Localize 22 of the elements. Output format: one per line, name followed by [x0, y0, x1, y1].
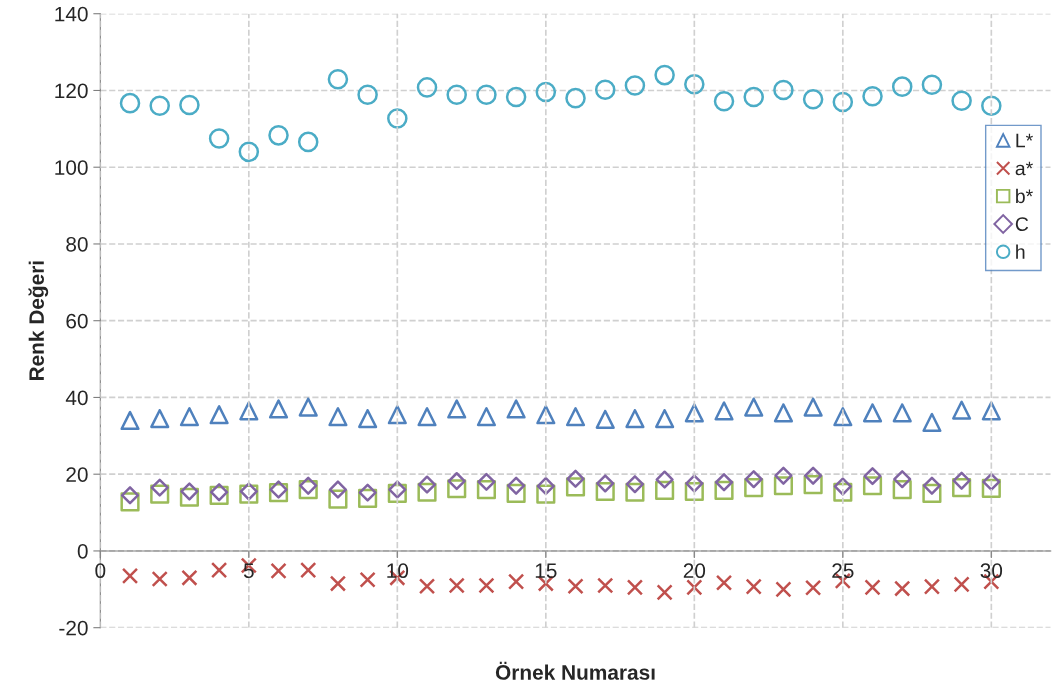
- y-tick-label: 80: [66, 236, 88, 252]
- x-axis-title: Örnek Numarası: [495, 661, 655, 680]
- y-tick-label: 100: [55, 160, 88, 175]
- legend-label: b*: [1016, 188, 1033, 204]
- y-tick-label: 60: [66, 313, 88, 329]
- x-tick-label: 10: [387, 563, 409, 579]
- y-axis-title: Renk Değeri: [28, 261, 49, 381]
- x-tick-label: 30: [980, 563, 1003, 579]
- x-tick-label: 0: [95, 563, 106, 579]
- x-tick-label: 15: [535, 563, 557, 579]
- legend-label: h: [1016, 244, 1025, 259]
- y-tick-label: 40: [65, 390, 88, 406]
- x-tick-label: 20: [683, 563, 706, 579]
- y-tick-label: 140: [55, 6, 88, 22]
- y-tick-label: 20: [66, 467, 88, 482]
- y-tick-label: -20: [59, 620, 88, 636]
- legend-label: a*: [1015, 161, 1033, 176]
- legend-label: L*: [1016, 133, 1033, 148]
- y-tick-label: 0: [77, 543, 88, 559]
- legend-label: C: [1015, 217, 1029, 231]
- x-tick-label: 25: [832, 563, 854, 579]
- y-tick-label: 120: [55, 83, 88, 99]
